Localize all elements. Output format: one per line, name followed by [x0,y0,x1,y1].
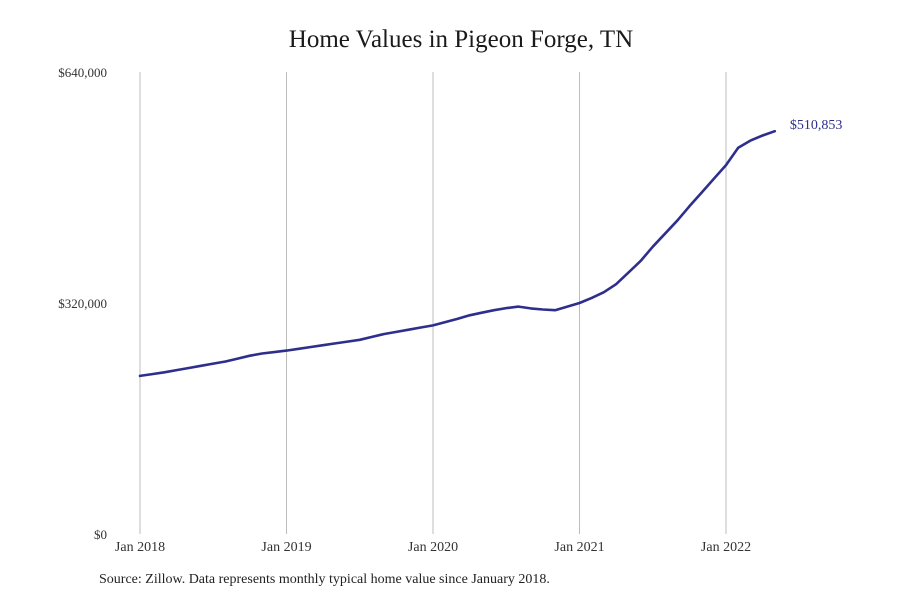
chart-title: Home Values in Pigeon Forge, TN [288,26,634,53]
y-tick-label: $0 [94,527,107,542]
source-note: Source: Zillow. Data represents monthly … [99,572,550,587]
y-tick-label: $320,000 [58,296,107,311]
y-tick-label: $640,000 [58,65,107,80]
x-tick-label: Jan 2022 [701,540,751,555]
x-tick-label: Jan 2019 [261,540,311,555]
x-tick-label: Jan 2018 [115,540,165,555]
end-value-label: $510,853 [790,118,843,133]
x-tick-label: Jan 2021 [554,540,604,555]
x-tick-label: Jan 2020 [408,540,458,555]
series-line [138,129,777,378]
